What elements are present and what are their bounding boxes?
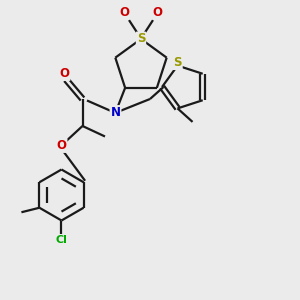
Text: O: O [119,5,130,19]
Text: O: O [56,139,67,152]
Text: Cl: Cl [56,235,68,245]
Text: N: N [110,106,121,119]
Text: O: O [152,5,163,19]
Text: S: S [137,32,145,46]
Text: O: O [59,67,70,80]
Text: S: S [173,56,182,69]
